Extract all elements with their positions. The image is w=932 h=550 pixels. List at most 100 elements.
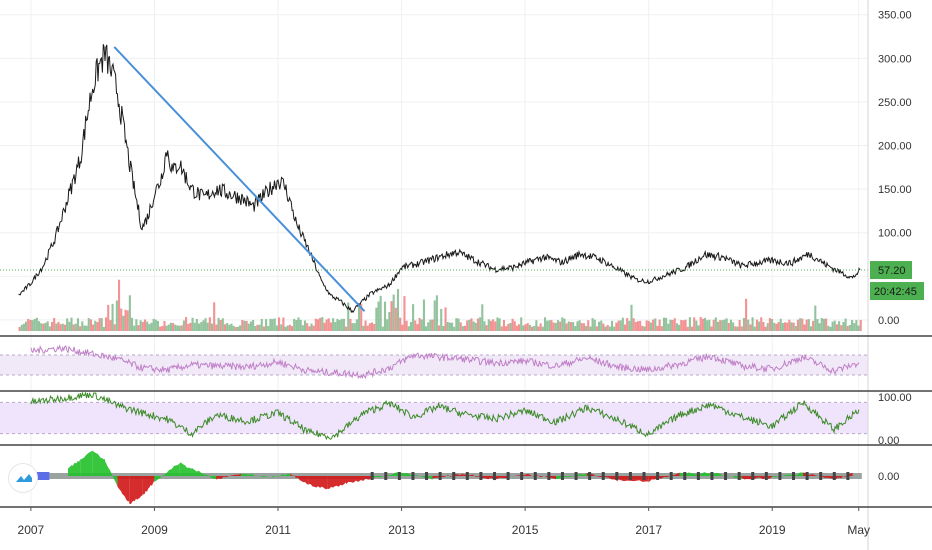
histogram-bar [92,450,105,476]
volume-bar [418,317,421,331]
histogram-marker [492,472,496,480]
volume-bar [159,326,162,331]
volume-bar [721,320,724,331]
volume-bar [479,317,482,331]
volume-bar [66,318,69,331]
volume-bar [182,320,185,331]
volume-bar [678,324,681,331]
volume-bar [87,318,90,331]
x-axis-tick-label: 2013 [388,523,415,537]
volume-bar [275,325,278,331]
volume-bar [271,319,274,331]
volume-bar [693,317,696,331]
price-series-line [18,44,861,314]
volume-bar [518,324,521,331]
volume-bar [232,325,235,331]
histogram-bar [494,474,526,481]
volume-bar [236,326,240,331]
volume-bar [541,326,544,331]
volume-bar [749,324,752,331]
volume-bar [267,325,270,331]
volume-bar [120,308,123,331]
volume-bar [559,321,562,331]
volume-bar [619,320,622,331]
volume-bar [455,318,458,331]
volume-bar [846,325,849,331]
volume-bar [241,320,244,331]
volume-bar [321,317,324,331]
volume-bar [764,326,767,331]
histogram-pane[interactable] [18,450,862,505]
volume-bar [535,320,538,331]
volume-bar [342,318,345,331]
volume-bar [476,318,480,331]
histogram-marker [425,472,429,480]
volume-bar [273,318,276,331]
volume-bar [115,300,118,331]
histogram-marker [465,472,469,480]
volume-bar [414,320,417,331]
histogram-bar [648,472,680,483]
volume-bar [282,317,285,331]
volume-bar [708,319,711,331]
volume-bar [494,321,497,331]
volume-bar [29,319,32,331]
volume-bar [141,321,144,331]
volume-bar [818,323,821,331]
volume-bar [632,318,635,331]
volume-bar [176,325,179,331]
oscillator-pane[interactable] [0,391,868,441]
volume-bar [543,317,547,331]
histogram-marker [506,472,510,480]
histogram-marker [588,472,592,480]
histogram-bar [741,476,773,480]
volume-bar [249,321,252,331]
volume-bar [684,319,687,331]
volume-bar [167,324,170,331]
volume-bar [617,320,620,331]
volume-bar [96,322,99,331]
volume-bar [438,325,441,331]
volume-bar [688,317,691,331]
histogram-bar [68,459,81,476]
volume-bar [569,322,573,331]
volume-bar [256,324,259,331]
volume-bar [528,324,531,331]
volume-bar [658,319,661,331]
price-pane[interactable] [0,44,868,314]
rsi-pane[interactable] [0,344,868,380]
volume-bar [124,309,127,331]
volume-bar [440,308,443,331]
histogram-marker [452,472,456,480]
volume-bar [174,324,177,331]
volume-bar [243,320,246,331]
volume-bar [94,320,97,331]
volume-bar [351,323,354,331]
trendline[interactable] [113,46,366,312]
volume-bar [556,320,560,331]
volume-bar [461,326,464,331]
volume-bar [844,318,847,331]
volume-bar [563,318,566,331]
volume-bar [755,319,758,331]
volume-bar [727,322,730,331]
volume-bar [825,318,828,331]
volume-bar [831,321,834,331]
volume-bar [673,318,676,331]
volume-bar [466,320,469,331]
volume-bar [76,318,80,331]
volume-bar [567,321,570,331]
volume-bar [215,324,218,331]
volume-bar [572,322,575,331]
volume-bar [615,322,618,331]
histogram-marker [397,472,401,480]
volume-bar [669,319,672,331]
volume-bar [303,320,307,331]
volume-bar [148,324,151,331]
volume-bar [126,310,129,331]
volume-bar [375,307,378,331]
volume-bar [630,304,633,331]
volume-bar [760,317,763,331]
volume-bar [156,320,160,331]
